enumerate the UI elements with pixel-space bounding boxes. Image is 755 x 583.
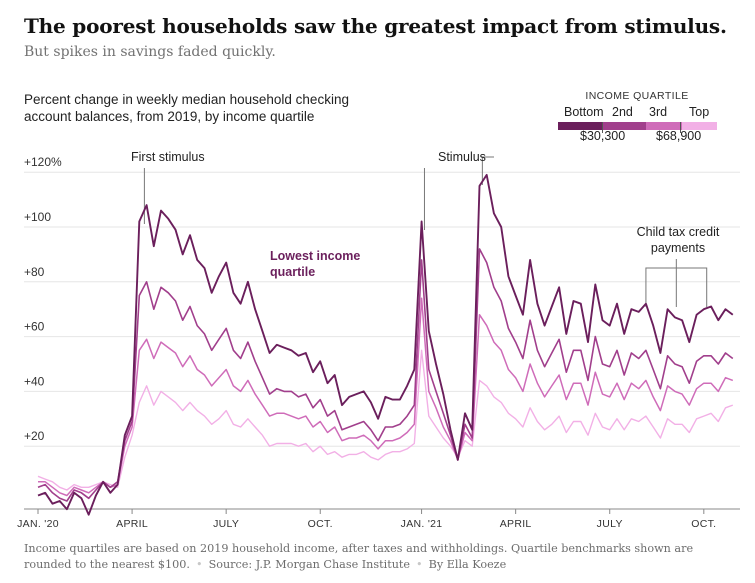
annotation-lowest-income-line2: quartile (270, 265, 315, 279)
grid (24, 171, 740, 510)
legend-swatch-2nd (602, 122, 646, 130)
series-lines (37, 173, 734, 516)
footer-note: Income quartiles are based on 2019 house… (24, 542, 694, 571)
annotation-child-tax-credit-line1: Child tax credit (637, 225, 720, 239)
x-tick-label: JULY (597, 518, 623, 530)
x-tick-label: JAN. '21 (401, 518, 443, 530)
annotation-leader (481, 156, 494, 185)
legend-title: INCOME QUARTILE (585, 90, 689, 102)
series-line-3rd (38, 297, 734, 497)
y-tick-label: +60 (24, 320, 45, 334)
legend-label-3rd: 3rd (649, 105, 668, 119)
annotation-child-tax-credit-line2: payments (651, 241, 705, 255)
legend-label-bottom: Bottom (564, 105, 604, 119)
x-tick-label: APRIL (116, 518, 148, 530)
legend-label-2nd: 2nd (612, 105, 633, 119)
series-line-bottom (37, 173, 734, 516)
legend-swatch-top (682, 122, 717, 130)
legend-tick (680, 122, 681, 133)
y-tick-label: +20 (24, 429, 45, 443)
annotation-leaders (143, 156, 708, 307)
x-tick-label: APRIL (500, 518, 532, 530)
y-tick-label: +40 (24, 374, 45, 388)
y-axis-ticks: +120% +100 +80 +60 +40 +20 (24, 155, 62, 443)
x-tick-label: JAN. '20 (17, 518, 59, 530)
y-tick-label: +80 (24, 265, 45, 279)
annotation-stimulus: Stimulus (438, 150, 486, 164)
legend-tick (602, 122, 603, 133)
chart-description: Percent change in weekly median househol… (24, 92, 349, 124)
chart-title: The poorest households saw the greatest … (24, 14, 727, 38)
y-tick-label: +100 (24, 210, 51, 224)
legend-label-top: Top (689, 105, 710, 119)
annotation-first-stimulus: First stimulus (131, 150, 205, 164)
footer-source: Source: J.P. Morgan Chase Institute (208, 558, 411, 571)
footer: Income quartiles are based on 2019 house… (24, 542, 694, 571)
legend-swatch-bottom (558, 122, 602, 130)
line-chart: +120% +100 +80 +60 +40 +20 JAN. '20 APRIL JULY O… (17, 150, 740, 530)
x-tick-label: JULY (213, 518, 239, 530)
y-tick-label: +120% (24, 155, 62, 169)
series-line-top (37, 349, 734, 491)
annotation-lowest-income-line1: Lowest income (270, 249, 360, 263)
footer-byline: By Ella Koeze (428, 558, 507, 571)
x-tick-label: OCT. (308, 518, 333, 530)
chart-subtitle: But spikes in savings faded quickly. (24, 44, 276, 60)
legend-benchmark-low: $30,300 (580, 129, 626, 143)
x-tick-label: OCT. (691, 518, 716, 530)
x-axis-ticks: JAN. '20 APRIL JULY OCT. JAN. '21 APRIL JULY OC… (17, 509, 716, 530)
series-line-2nd (37, 248, 734, 502)
legend-swatch-3rd (646, 122, 682, 130)
legend-benchmark-high: $68,900 (656, 129, 702, 143)
